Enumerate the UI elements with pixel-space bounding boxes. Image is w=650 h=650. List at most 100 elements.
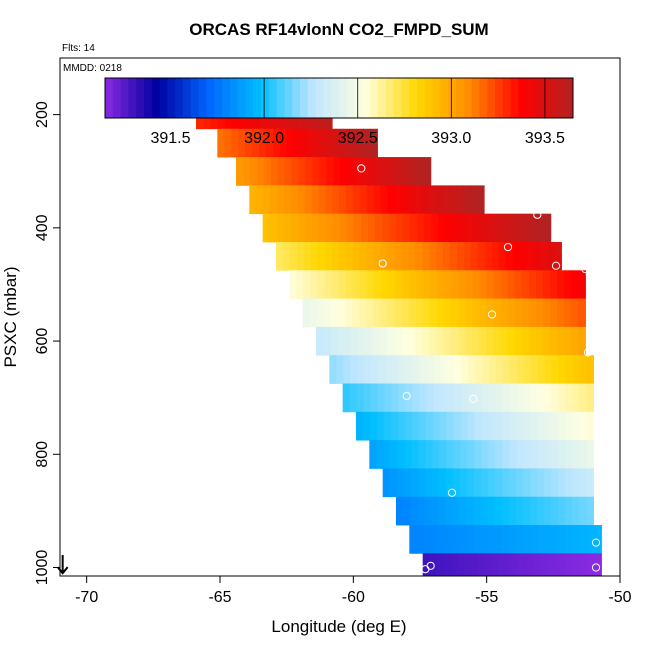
- heatmap-cell: [340, 157, 348, 186]
- heatmap-cell: [412, 355, 421, 384]
- heatmap-cell: [369, 411, 378, 441]
- colorbar-cell: [105, 78, 114, 118]
- heatmap-cell: [472, 270, 481, 300]
- heatmap-cell: [323, 298, 332, 328]
- heatmap-cell: [507, 326, 516, 356]
- heatmap-cell: [387, 241, 395, 271]
- heatmap-cell: [565, 525, 574, 554]
- heatmap-cell: [403, 213, 411, 243]
- heatmap-cell: [458, 298, 466, 328]
- colorbar-cell: [151, 78, 161, 118]
- heatmap-cell: [403, 468, 412, 498]
- heatmap-cell: [380, 270, 389, 300]
- flight-point: [487, 310, 497, 319]
- heatmap-cell: [463, 185, 471, 215]
- heatmap-cell: [529, 213, 538, 243]
- heatmap-cell: [459, 468, 468, 498]
- heatmap-cell: [528, 326, 537, 356]
- heatmap-cell: [537, 411, 546, 441]
- heatmap-cell: [330, 326, 338, 356]
- heatmap-cell: [501, 213, 510, 243]
- heatmap-cell: [465, 298, 473, 328]
- heatmap-cell: [466, 525, 474, 554]
- x-tick-label: -50: [608, 589, 631, 606]
- colorbar-cell: [440, 78, 449, 118]
- colorbar-cell: [385, 78, 395, 118]
- heatmap-cell: [387, 185, 395, 215]
- heatmap-cell: [521, 270, 530, 300]
- heatmap-cell: [438, 468, 447, 498]
- heatmap-cell: [521, 298, 530, 328]
- heatmap-cell: [290, 185, 299, 215]
- heatmap-cell: [551, 383, 560, 413]
- heatmap-cell: [368, 213, 376, 243]
- heatmap-cell: [263, 157, 272, 186]
- heatmap-cell: [339, 213, 348, 243]
- flight-point: [447, 488, 457, 497]
- heatmap-cell: [530, 525, 538, 554]
- heatmap-bands: [196, 100, 602, 577]
- heatmap-cell: [396, 213, 404, 243]
- heatmap-cell: [467, 411, 476, 441]
- heatmap-cell: [474, 411, 483, 441]
- heatmap-cell: [501, 496, 510, 526]
- heatmap-cell: [453, 411, 462, 441]
- heatmap-cell: [522, 213, 531, 243]
- heatmap-cell: [314, 128, 323, 158]
- heatmap-cell: [432, 440, 440, 469]
- heatmap-cell: [393, 326, 402, 356]
- heatmap-cell: [551, 525, 560, 554]
- heatmap-cell: [572, 525, 581, 554]
- heatmap-cell: [422, 298, 431, 328]
- heatmap-cell: [430, 525, 439, 554]
- heatmap-cell: [438, 496, 446, 526]
- heatmap-cell: [544, 383, 553, 413]
- heatmap-cell: [509, 440, 517, 469]
- heatmap-cell: [447, 355, 455, 384]
- heatmap-cell: [289, 241, 298, 271]
- heatmap-cell: [331, 241, 340, 271]
- heatmap-cell: [418, 411, 427, 441]
- heatmap-cell: [372, 326, 381, 356]
- colorbar-cell: [432, 78, 441, 118]
- heatmap-cell: [395, 157, 404, 186]
- heatmap-cell: [415, 326, 423, 356]
- colorbar-cell: [541, 78, 551, 118]
- heatmap-cell: [537, 355, 546, 384]
- heatmap-cell: [523, 525, 531, 554]
- heatmap-cell: [361, 213, 369, 243]
- heatmap-cell: [311, 185, 319, 215]
- heatmap-cell: [416, 525, 425, 554]
- heatmap-cell: [426, 355, 435, 384]
- heatmap-cell: [382, 157, 390, 186]
- colorbar-cell: [136, 78, 145, 118]
- heatmap-cell: [523, 440, 531, 469]
- heatmap-cell: [516, 383, 525, 413]
- colorbar-cell: [526, 78, 535, 118]
- heatmap-cell: [444, 525, 453, 554]
- heatmap-cell: [474, 440, 482, 469]
- flight-point: [581, 265, 590, 274]
- heatmap-cell: [350, 355, 358, 384]
- heatmap-cell: [303, 241, 312, 271]
- colorbar-cell: [479, 78, 488, 118]
- colorbar-cell: [323, 78, 332, 118]
- heatmap-cell: [408, 298, 417, 328]
- heatmap-cell: [426, 383, 434, 413]
- y-tick-label: 200: [34, 101, 51, 128]
- heatmap-cell: [318, 185, 326, 215]
- heatmap-cell: [486, 326, 494, 356]
- heatmap-cell: [331, 270, 340, 300]
- heatmap-cell: [391, 355, 400, 384]
- heatmap-cell: [277, 157, 286, 186]
- heatmap-cell: [365, 326, 374, 356]
- heatmap-cell: [390, 411, 399, 441]
- heatmap-cell: [297, 213, 306, 243]
- heatmap-cell: [338, 298, 346, 328]
- heatmap-cell: [424, 468, 433, 498]
- colorbar-cell: [300, 78, 309, 118]
- x-tick-label: -55: [475, 589, 498, 606]
- heatmap-cell: [373, 241, 381, 271]
- heatmap-cell: [423, 525, 432, 554]
